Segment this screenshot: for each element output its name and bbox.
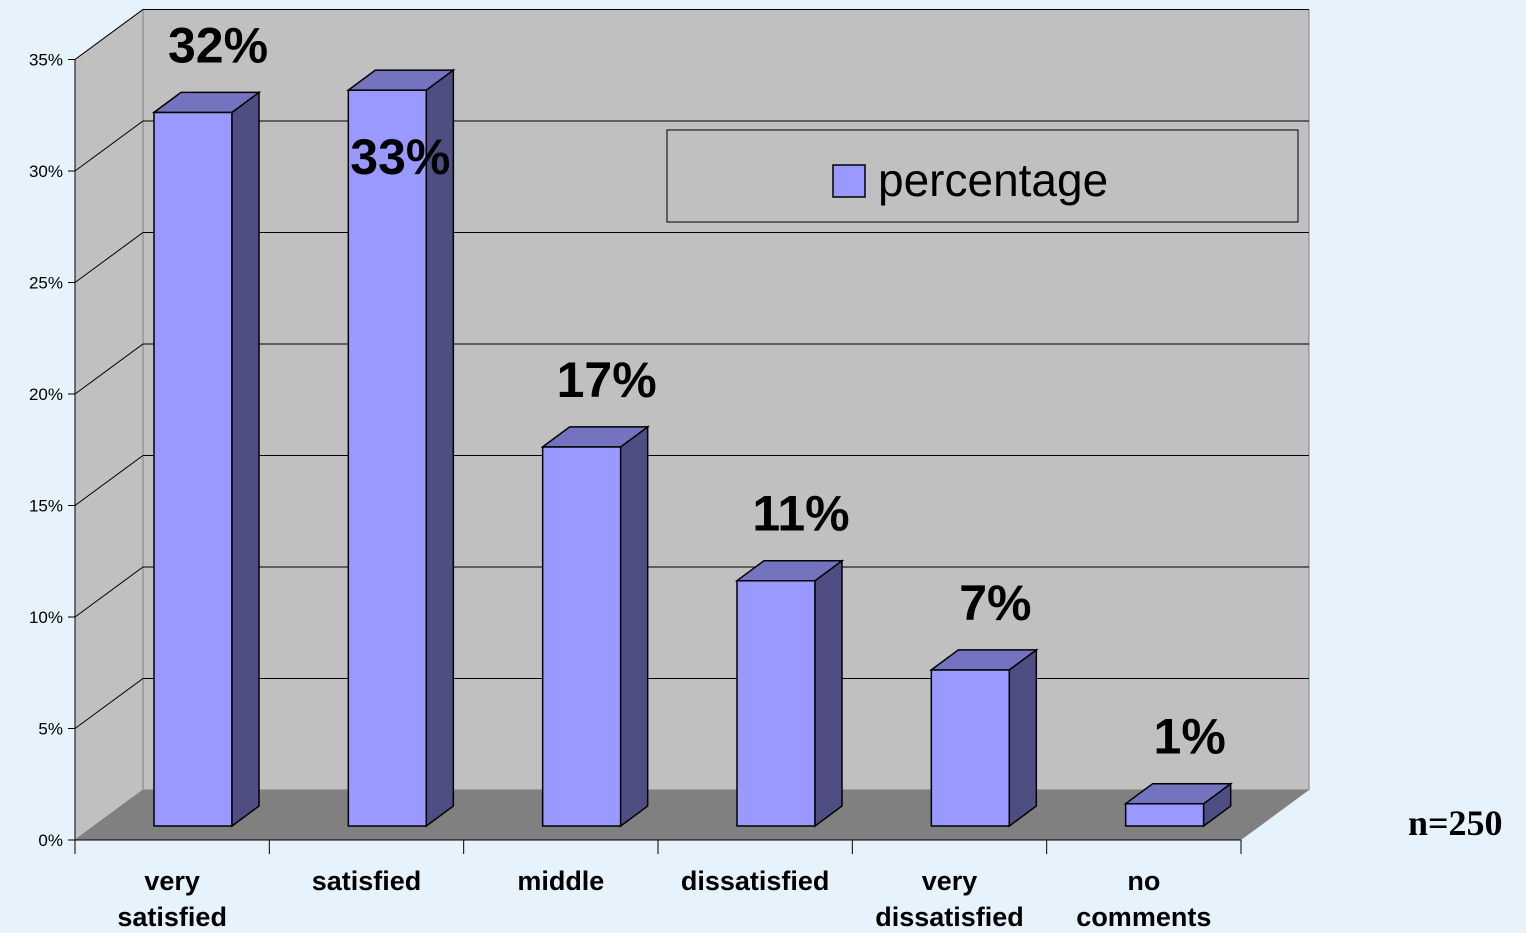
bar-top [540, 426, 650, 448]
gridline [74, 343, 1309, 395]
x-category-label: comments [1076, 902, 1211, 932]
bar-top [151, 91, 262, 114]
y-tick-label: 25% [29, 274, 63, 293]
legend-box [666, 129, 1299, 223]
bar [929, 648, 1039, 828]
gridline [74, 678, 1309, 729]
data-labels: 32% 33% 17% 11% 7% 1% [168, 17, 1226, 764]
data-label: 33% [350, 129, 450, 185]
bars [151, 68, 1233, 828]
y-tick-label: 5% [38, 720, 63, 739]
bar [734, 559, 845, 828]
bar-top [1123, 782, 1233, 805]
y-tick-label: 10% [29, 608, 63, 627]
bar-front [347, 89, 428, 827]
chart-side-wall [74, 8, 144, 841]
gridline [74, 455, 1309, 506]
bar-front [541, 446, 622, 827]
y-tick-label: 20% [29, 385, 63, 404]
bar-side [231, 90, 260, 828]
bar-top [734, 559, 845, 582]
y-tick-label: 15% [29, 497, 63, 516]
gridline [74, 9, 1309, 60]
y-tick-label: 0% [38, 831, 63, 850]
x-category-label: satisfied [312, 866, 422, 896]
legend-label: percentage [878, 154, 1108, 206]
bar [346, 68, 456, 828]
data-label: 17% [557, 352, 657, 408]
x-category-label: no [1127, 866, 1160, 896]
sample-size-note: n=250 [1408, 803, 1503, 843]
bar [151, 90, 262, 828]
x-category-label: very [922, 866, 978, 896]
bar [540, 425, 650, 828]
bar-front [1124, 802, 1205, 827]
gridline [74, 232, 1309, 283]
data-label: 11% [752, 486, 849, 542]
bar-front [153, 111, 233, 827]
x-category-label: middle [517, 866, 604, 896]
legend-swatch [832, 164, 866, 198]
x-category-label: satisfied [117, 902, 227, 932]
bar-side [619, 425, 649, 828]
x-category-label: dissatisfied [681, 866, 830, 896]
axes: 0% 5% 10% 15% 20% 25% 30% 35% very satisfied satis… [29, 51, 1242, 932]
bar-side [1008, 648, 1038, 828]
data-label: 1% [1154, 709, 1226, 765]
legend: percentage [666, 129, 1299, 223]
x-category-label: dissatisfied [875, 902, 1024, 932]
gridline [74, 120, 1309, 172]
gridline [74, 566, 1309, 618]
bar-front [930, 669, 1011, 827]
chart-back-wall [142, 9, 1310, 791]
chart-floor [75, 790, 1309, 840]
bar-front [736, 579, 816, 827]
bar [1123, 782, 1233, 828]
x-category-label: very [144, 866, 200, 896]
bar-side [814, 559, 843, 828]
y-tick-label: 30% [29, 162, 63, 181]
bar-top [929, 649, 1039, 671]
bar-top [346, 69, 456, 91]
gridlines [74, 9, 1309, 729]
data-label: 7% [959, 575, 1031, 631]
y-tick-label: 35% [29, 51, 63, 70]
data-label: 32% [168, 17, 268, 73]
